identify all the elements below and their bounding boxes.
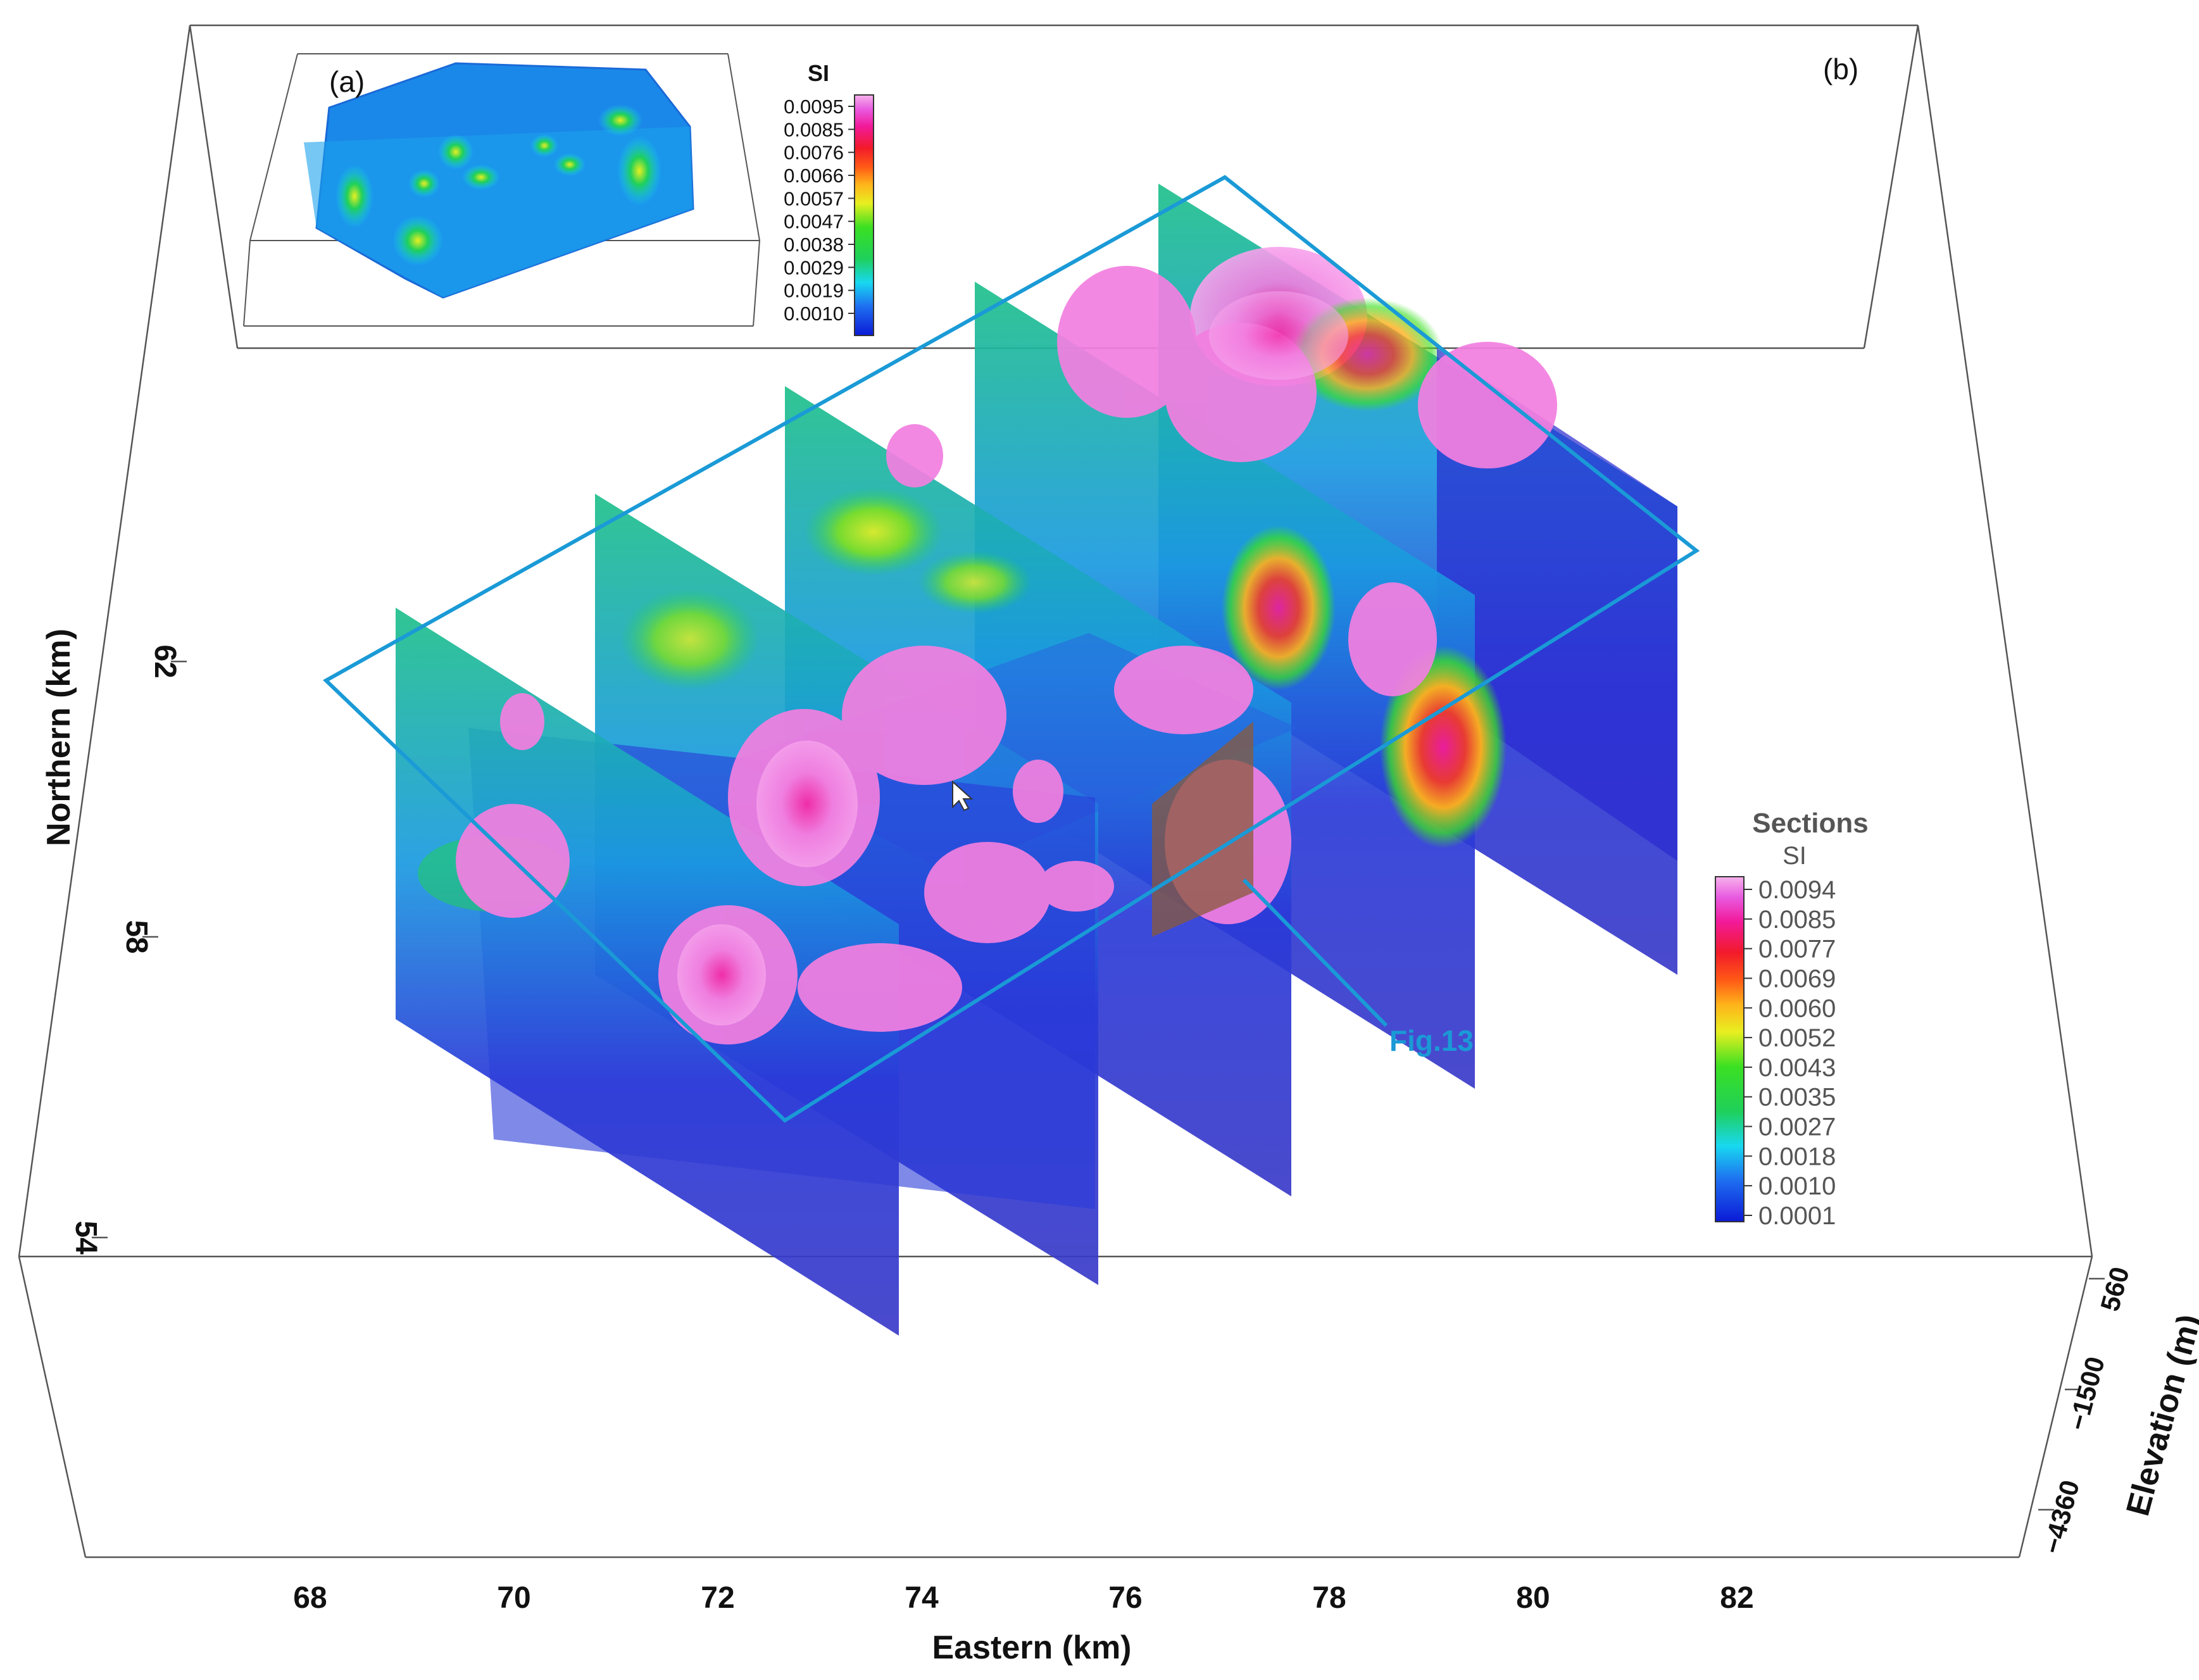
- bbox-edge: [189, 25, 239, 349]
- x-axis-tick-label: 82: [1720, 1581, 1753, 1615]
- x-axis-tick-label: 74: [905, 1581, 939, 1615]
- fig13-label: Fig.13: [1389, 1024, 1474, 1057]
- bbox-edge: [18, 1256, 87, 1558]
- sections-colorbar-gradient: [1715, 876, 1745, 1222]
- x-axis-tick-label: 72: [701, 1581, 734, 1615]
- y-axis-tick-label: 54: [69, 1220, 103, 1255]
- mouse-cursor-icon: [952, 780, 974, 812]
- x-axis-tick-label: 78: [1312, 1581, 1346, 1615]
- inset-colorbar-label: 0.0038: [784, 234, 844, 256]
- inset-colorbar-label: 0.0076: [784, 142, 844, 164]
- y-axis-tick-label: 62: [148, 644, 182, 678]
- fig13-section-panel: [1152, 722, 1253, 937]
- x-axis-title: Eastern (km): [932, 1629, 1132, 1666]
- sections-colorbar-label: 0.0035: [1758, 1084, 1836, 1112]
- z-axis-tick-label: 560: [2095, 1263, 2135, 1314]
- sections-colorbar-label: 0.0027: [1758, 1113, 1836, 1141]
- x-axis-tick-label: 80: [1516, 1581, 1550, 1615]
- x-axis-tick-label: 76: [1108, 1581, 1142, 1615]
- bbox-edge: [18, 25, 191, 1257]
- sections-colorbar-label: 0.0060: [1758, 994, 1836, 1022]
- inset-colorbar-label: 0.0057: [784, 187, 844, 210]
- z-axis-tick-label: −1500: [2062, 1353, 2110, 1433]
- sections-colorbar-title: Sections: [1752, 808, 1868, 839]
- sections-colorbar-subtitle: SI: [1782, 842, 1807, 870]
- panel-label-a: (a): [329, 65, 365, 98]
- inset-colorbar-label: 0.0019: [784, 280, 844, 302]
- x-axis-tick-label: 70: [497, 1581, 530, 1615]
- sections-colorbar-label: 0.0085: [1758, 906, 1836, 934]
- z-axis-title: Elevation (m): [2119, 1310, 2199, 1519]
- bbox-edge: [2018, 1256, 2093, 1558]
- inset-colorbar-label: 0.0010: [784, 303, 844, 325]
- bbox-edge: [1917, 25, 2093, 1257]
- sections-colorbar-label: 0.0001: [1758, 1202, 1836, 1230]
- inset-colorbar-label: 0.0047: [784, 211, 844, 233]
- sections-colorbar: Sections SI 0.00940.00850.00770.00690.00…: [1715, 808, 1869, 1230]
- inset-colorbar-gradient: [854, 94, 874, 336]
- sections-colorbar-label: 0.0018: [1758, 1143, 1836, 1170]
- x-axis-ticks: 68 70 72 74 76 78 80 82: [293, 1581, 1753, 1615]
- bbox-edge: [1863, 25, 1919, 349]
- y-axis-title: Northern (km): [41, 629, 77, 846]
- sections-colorbar-label: 0.0069: [1758, 965, 1836, 993]
- survey-outline: [322, 175, 1700, 1123]
- section-slice-1: [396, 608, 899, 1336]
- sections-colorbar-label: 0.0052: [1758, 1024, 1836, 1052]
- y-axis-tick-label: 58: [120, 920, 153, 953]
- inset-panel-a: (a): [243, 53, 760, 327]
- sections-colorbar-label: 0.0043: [1758, 1054, 1836, 1082]
- inset-colorbar-label: 0.0095: [784, 96, 844, 118]
- z-axis-tick-label: −4360: [2037, 1477, 2085, 1557]
- inset-colorbar-label: 0.0085: [784, 118, 844, 141]
- sections-colorbar-label: 0.0094: [1758, 876, 1836, 904]
- inset-colorbar-label: 0.0066: [784, 165, 844, 187]
- panel-label-b: (b): [1823, 53, 1858, 85]
- fig13-annotation: Fig.13: [1242, 878, 1474, 1057]
- sections-colorbar-label: 0.0010: [1758, 1172, 1836, 1200]
- inset-colorbar-label: 0.0029: [784, 256, 844, 279]
- z-axis-ticks: 560 −1500 −4360: [2037, 1263, 2135, 1557]
- x-axis-tick-label: 68: [293, 1581, 327, 1615]
- section-slices: [396, 184, 1677, 1336]
- inset-colorbar: SI 0.00950.00850.00760.00660.00570.00470…: [784, 60, 874, 336]
- inset-colorbar-title: SI: [808, 60, 829, 86]
- fig13-leader-line: [1242, 878, 1388, 1027]
- y-axis-ticks: 62 58 54: [69, 644, 187, 1255]
- sections-colorbar-label: 0.0077: [1758, 936, 1836, 963]
